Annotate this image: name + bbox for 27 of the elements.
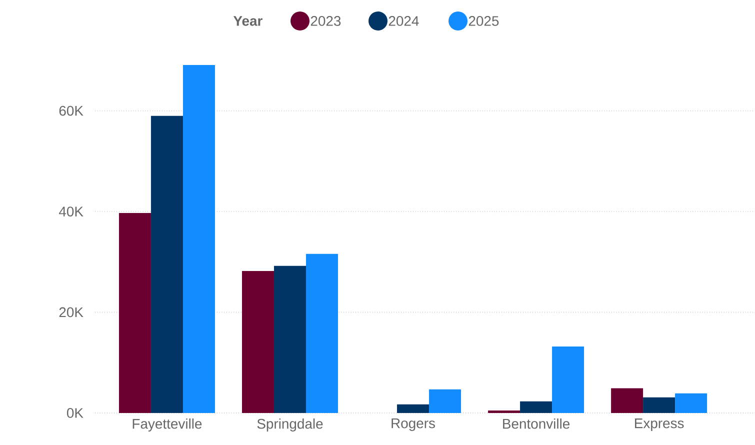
x-tick-label: Express bbox=[635, 418, 684, 431]
x-tick-label: Bentonville bbox=[503, 418, 570, 429]
legend-label: 2024 bbox=[388, 16, 419, 26]
bar bbox=[242, 270, 274, 413]
bar bbox=[488, 410, 520, 413]
bar bbox=[182, 64, 215, 413]
bar bbox=[643, 397, 676, 413]
bar bbox=[611, 388, 644, 413]
bar bbox=[397, 404, 430, 413]
x-tick-label: Rogers bbox=[392, 418, 435, 431]
y-tick-label: 20K bbox=[59, 307, 84, 318]
bar bbox=[520, 401, 552, 413]
x-tick-label: Fayetteville bbox=[132, 418, 202, 432]
legend-label: 2023 bbox=[310, 16, 341, 26]
bar bbox=[118, 213, 151, 413]
bar bbox=[552, 346, 584, 413]
y-tick-label: 40K bbox=[58, 206, 84, 216]
y-tick-label: 0K bbox=[66, 408, 84, 418]
bar bbox=[306, 254, 338, 413]
legend-title: Year bbox=[233, 16, 262, 26]
bar bbox=[274, 266, 306, 413]
bar bbox=[675, 393, 708, 413]
legend-label: 2025 bbox=[468, 16, 499, 26]
bar bbox=[150, 116, 183, 413]
bar bbox=[429, 389, 462, 413]
x-tick-label: Springdale bbox=[257, 418, 323, 432]
y-tick-label: 60K bbox=[59, 106, 84, 116]
